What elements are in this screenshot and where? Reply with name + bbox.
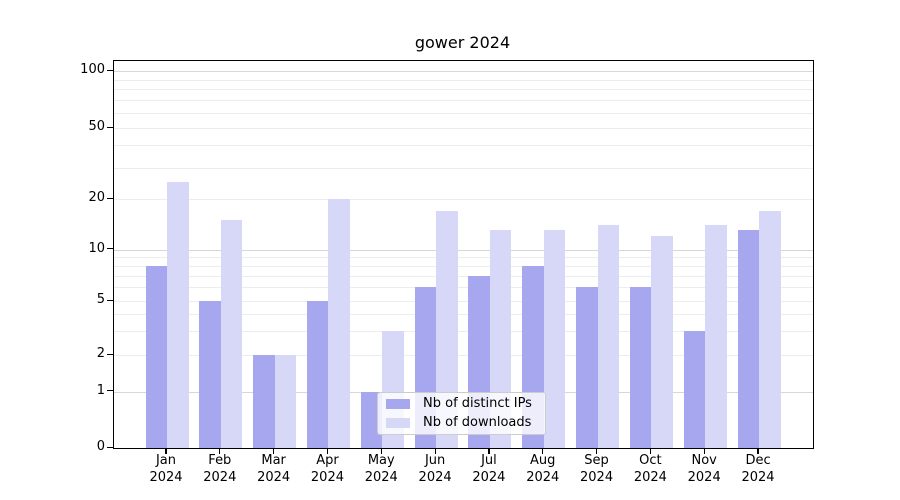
x-tick-label: Jul 2024 xyxy=(472,453,506,485)
x-tick xyxy=(434,448,436,454)
bar-distinct-ips-nov xyxy=(683,331,706,448)
y-tick-label: 1 xyxy=(96,382,105,398)
y-tick-label: 2 xyxy=(96,346,105,361)
bar-downloads-sep xyxy=(597,225,620,448)
y-tick-label: 5 xyxy=(96,292,105,307)
gridline-minor xyxy=(114,167,813,169)
plot-area xyxy=(113,60,814,449)
y-tick xyxy=(107,299,113,301)
gridline-minor xyxy=(114,199,813,200)
x-tick xyxy=(757,448,759,454)
x-tick-label: Mar 2024 xyxy=(257,453,291,485)
x-tick xyxy=(595,448,598,454)
bar-distinct-ips-feb xyxy=(199,301,221,448)
y-tick-label: 0 xyxy=(96,439,105,454)
bar-downloads-apr xyxy=(328,199,350,448)
bar-downloads-jan xyxy=(167,181,189,448)
x-tick xyxy=(703,448,705,454)
bar-downloads-mar xyxy=(274,355,297,448)
y-tick-label: 100 xyxy=(80,62,105,77)
bar-distinct-ips-dec xyxy=(737,230,760,448)
gridline-major xyxy=(114,71,813,72)
y-tick-label: 10 xyxy=(88,240,105,256)
gridline-minor xyxy=(114,100,813,102)
x-tick-label: Aug 2024 xyxy=(526,453,560,485)
bar-downloads-dec xyxy=(759,210,781,448)
x-tick xyxy=(542,448,544,454)
gridline-major xyxy=(114,249,813,251)
y-tick xyxy=(107,197,113,199)
y-tick xyxy=(107,390,113,392)
y-tick xyxy=(107,69,113,71)
gridline-minor xyxy=(114,266,813,268)
y-tick xyxy=(107,126,113,128)
gridline-minor xyxy=(114,128,813,129)
gridline-minor xyxy=(114,314,813,316)
bar-distinct-ips-may xyxy=(360,391,383,448)
x-tick xyxy=(219,448,221,454)
bar-distinct-ips-oct xyxy=(629,287,652,448)
x-tick-label: Oct 2024 xyxy=(633,453,667,485)
x-tick-label: Feb 2024 xyxy=(203,453,237,485)
x-tick-label: May 2024 xyxy=(364,453,398,485)
gridline-minor xyxy=(114,276,813,277)
bar-downloads-feb xyxy=(220,219,243,448)
y-tick xyxy=(107,446,113,448)
bar-downloads-nov xyxy=(705,225,727,448)
bar-distinct-ips-sep xyxy=(576,287,598,448)
legend-label-distinct-ips: Nb of distinct IPs xyxy=(423,396,532,411)
bar-downloads-aug xyxy=(543,230,566,448)
bar-distinct-ips-mar xyxy=(253,355,275,448)
gridline-minor xyxy=(114,113,813,114)
legend-item-distinct-ips: Nb of distinct IPs xyxy=(386,396,537,412)
y-tick-label: 50 xyxy=(88,119,105,134)
gridline-minor xyxy=(114,257,813,259)
gridline-minor xyxy=(114,287,813,289)
x-tick-label: Sep 2024 xyxy=(580,453,614,485)
gridline-minor xyxy=(114,79,813,81)
x-tick xyxy=(488,448,490,454)
x-tick-label: Apr 2024 xyxy=(310,453,344,485)
x-tick xyxy=(649,448,651,454)
y-tick-label: 20 xyxy=(88,190,105,205)
legend-label-downloads: Nb of downloads xyxy=(423,415,532,430)
gridline-minor xyxy=(114,355,813,356)
bar-distinct-ips-jan xyxy=(145,266,167,448)
x-tick xyxy=(380,448,382,454)
y-tick xyxy=(107,248,113,250)
x-tick-label: Dec 2024 xyxy=(741,453,775,485)
gridline-minor xyxy=(114,145,813,147)
bar-downloads-jun xyxy=(436,210,458,448)
x-tick xyxy=(326,448,329,454)
legend: Nb of distinct IPs Nb of downloads xyxy=(377,392,546,435)
bar-distinct-ips-apr xyxy=(306,301,329,448)
legend-swatch-distinct-ips-icon xyxy=(386,399,410,409)
gridline-minor xyxy=(114,89,813,91)
legend-item-downloads: Nb of downloads xyxy=(386,415,537,431)
gridline-minor xyxy=(114,301,813,302)
gridline-minor xyxy=(114,331,813,333)
y-tick xyxy=(107,353,113,355)
x-tick-label: Jun 2024 xyxy=(418,453,452,485)
x-tick-label: Jan 2024 xyxy=(149,453,183,485)
x-tick xyxy=(165,448,167,454)
bar-downloads-oct xyxy=(651,236,673,448)
x-tick xyxy=(273,448,275,454)
chart-title: gower 2024 xyxy=(414,33,511,52)
legend-swatch-downloads-icon xyxy=(386,418,410,428)
x-tick-label: Nov 2024 xyxy=(687,453,721,485)
